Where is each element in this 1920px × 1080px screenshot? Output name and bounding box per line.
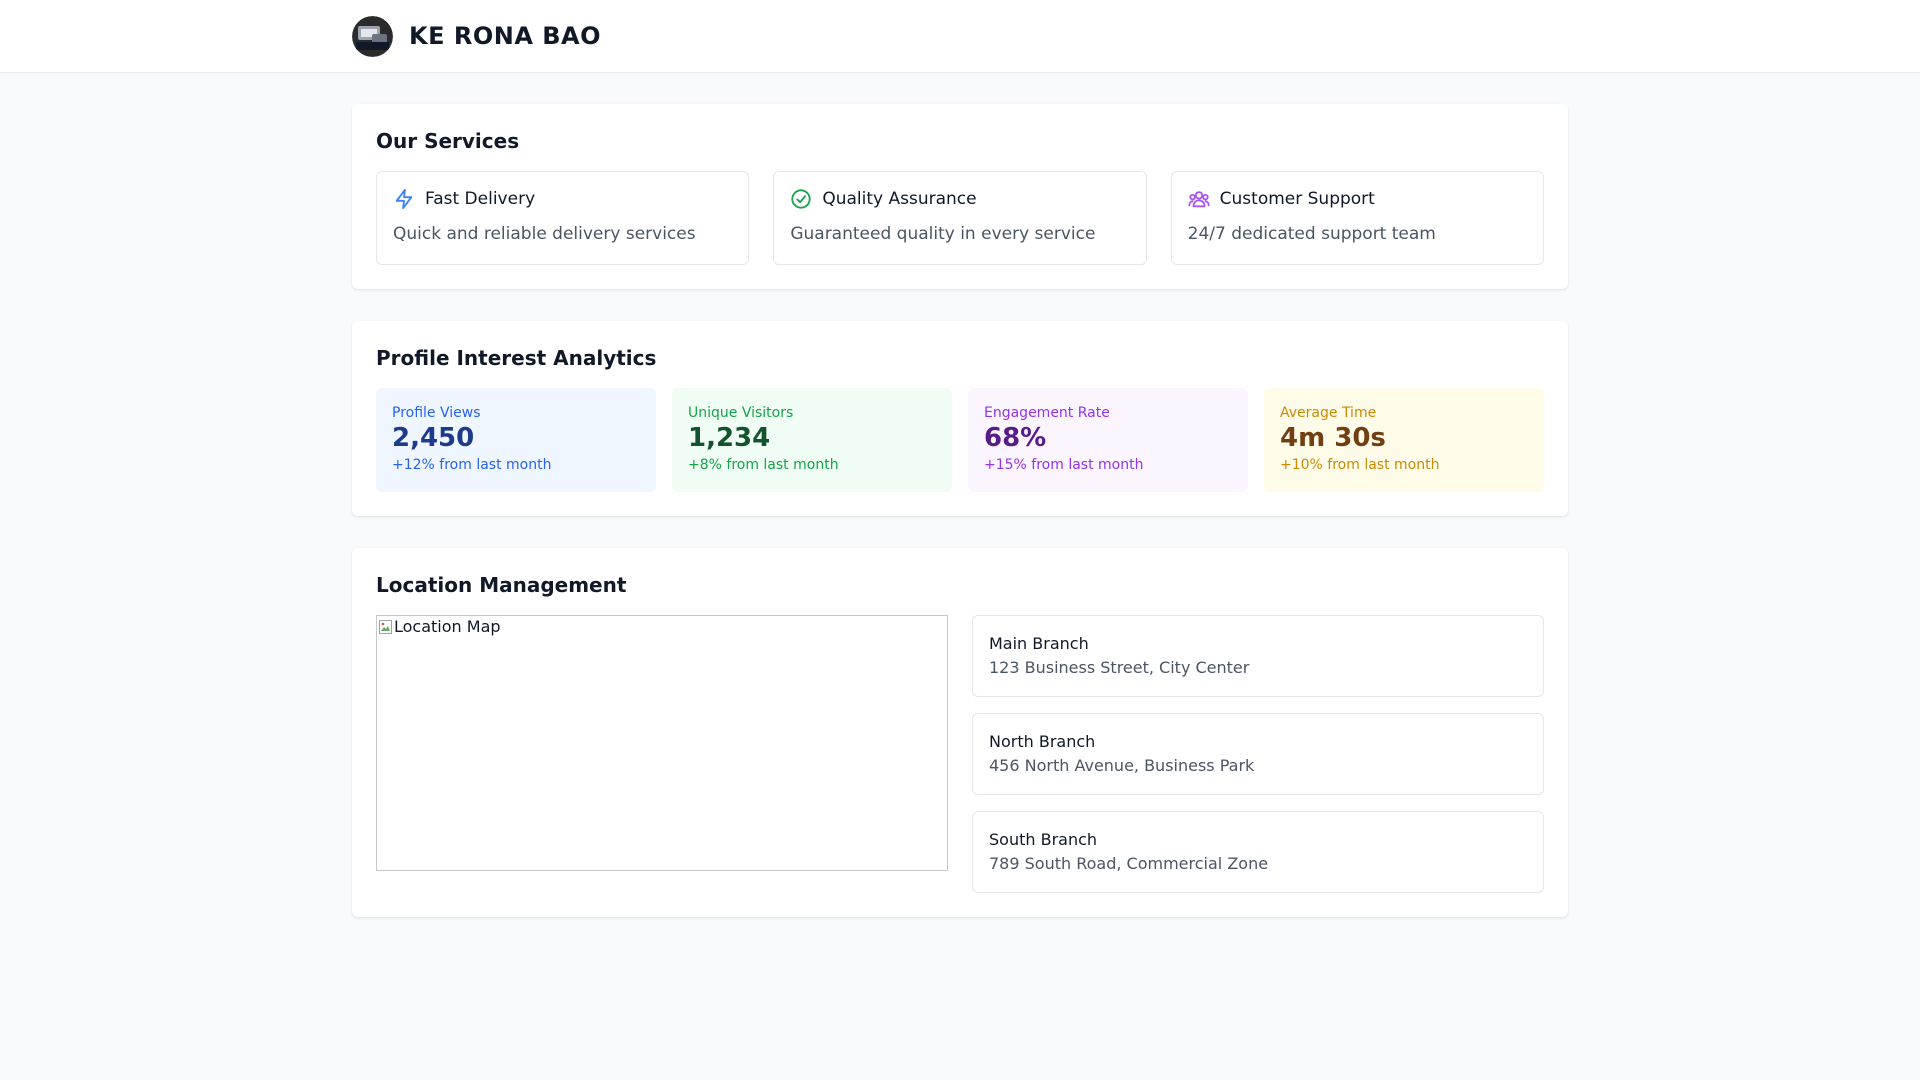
branch-list: Main Branch 123 Business Street, City Ce… (972, 615, 1544, 893)
branch-name: Main Branch (989, 634, 1089, 653)
service-card-customer-support: Customer Support 24/7 dedicated support … (1170, 171, 1544, 265)
stats-grid: Profile Views 2,450 +12% from last month… (376, 388, 1544, 492)
map-alt-text-container: Location Map (378, 617, 501, 636)
service-header: Fast Delivery (393, 188, 732, 210)
stat-value: 68% (984, 423, 1047, 453)
branch-card-south[interactable]: South Branch 789 South Road, Commercial … (972, 811, 1544, 893)
branch-name: South Branch (989, 830, 1098, 849)
service-card-quality-assurance: Quality Assurance Guaranteed quality in … (773, 171, 1147, 265)
stat-label: Profile Views (392, 405, 481, 421)
service-card-fast-delivery: Fast Delivery Quick and reliable deliver… (376, 171, 750, 265)
branch-address: 123 Business Street, City Center (989, 658, 1250, 677)
main-content: Our Services Fast Delivery Quick and rel… (352, 73, 1568, 917)
service-description: Quick and reliable delivery services (393, 224, 696, 244)
stat-change: +15% from last month (984, 457, 1144, 473)
top-header: KE RONA BAO (0, 0, 1920, 73)
broken-image-icon (378, 619, 394, 635)
check-circle-icon (790, 188, 812, 210)
locations-title: Location Management (376, 573, 627, 597)
users-icon (1188, 188, 1210, 210)
location-map[interactable]: Location Map (376, 615, 948, 871)
location-grid: Location Map Main Branch 123 Business St… (376, 615, 1544, 893)
stat-label: Engagement Rate (984, 405, 1110, 421)
stat-value: 4m 30s (1280, 423, 1386, 453)
stat-card-average-time: Average Time 4m 30s +10% from last month (1264, 388, 1544, 492)
stat-label: Average Time (1280, 405, 1377, 421)
service-title: Customer Support (1219, 189, 1375, 209)
stat-change: +12% from last month (392, 457, 552, 473)
lightning-icon (393, 188, 415, 210)
stat-card-engagement-rate: Engagement Rate 68% +15% from last month (968, 388, 1248, 492)
branch-address: 456 North Avenue, Business Park (989, 756, 1255, 775)
service-header: Quality Assurance (790, 188, 1129, 210)
brand-name: KE RONA BAO (409, 22, 602, 50)
service-header: Customer Support (1188, 188, 1527, 210)
services-grid: Fast Delivery Quick and reliable deliver… (376, 171, 1544, 265)
analytics-section: Profile Interest Analytics Profile Views… (352, 321, 1568, 516)
service-title: Quality Assurance (822, 189, 977, 209)
stat-card-profile-views: Profile Views 2,450 +12% from last month (376, 388, 656, 492)
header-container: KE RONA BAO (352, 0, 1568, 72)
analytics-title: Profile Interest Analytics (376, 346, 657, 370)
locations-section: Location Management Location Map M (352, 548, 1568, 917)
stat-value: 1,234 (688, 423, 771, 453)
map-alt-text: Location Map (394, 617, 501, 636)
stat-change: +10% from last month (1280, 457, 1440, 473)
branch-card-main[interactable]: Main Branch 123 Business Street, City Ce… (972, 615, 1544, 697)
services-title: Our Services (376, 129, 520, 153)
stat-value: 2,450 (392, 423, 475, 453)
service-description: Guaranteed quality in every service (790, 224, 1096, 244)
branch-card-north[interactable]: North Branch 456 North Avenue, Business … (972, 713, 1544, 795)
stat-change: +8% from last month (688, 457, 839, 473)
stat-card-unique-visitors: Unique Visitors 1,234 +8% from last mont… (672, 388, 952, 492)
brand-logo[interactable] (352, 15, 393, 57)
branch-address: 789 South Road, Commercial Zone (989, 854, 1269, 873)
stat-label: Unique Visitors (688, 405, 794, 421)
service-title: Fast Delivery (425, 189, 536, 209)
services-section: Our Services Fast Delivery Quick and rel… (352, 104, 1568, 289)
service-description: 24/7 dedicated support team (1187, 224, 1436, 244)
branch-name: North Branch (989, 732, 1096, 751)
